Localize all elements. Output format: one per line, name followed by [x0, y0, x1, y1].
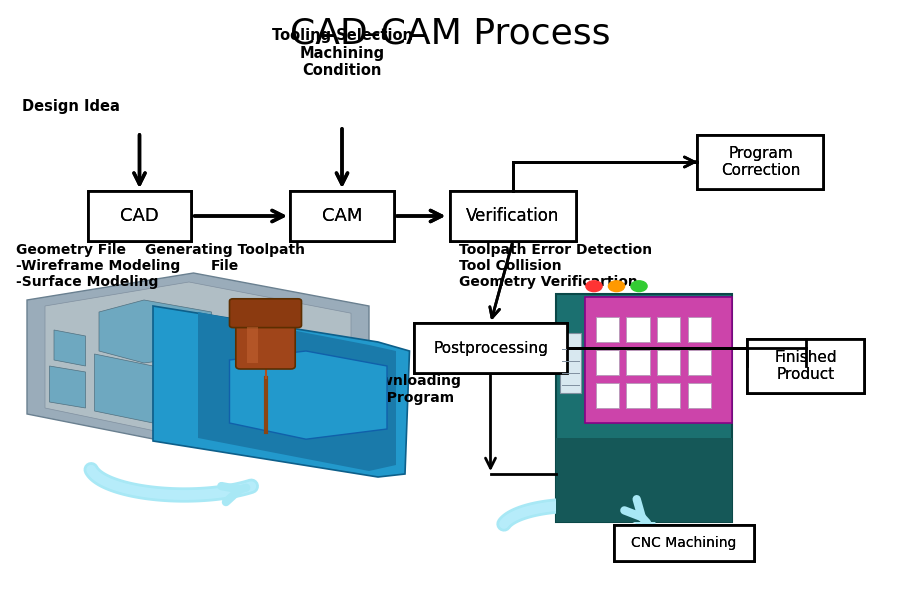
Polygon shape: [153, 306, 410, 477]
Text: Finished
Product: Finished Product: [774, 350, 837, 382]
Circle shape: [631, 281, 647, 292]
Polygon shape: [45, 282, 351, 438]
Text: Postprocessing: Postprocessing: [433, 340, 548, 355]
Text: CNC Machining: CNC Machining: [631, 536, 737, 550]
Text: CAM: CAM: [322, 207, 362, 225]
FancyBboxPatch shape: [248, 327, 258, 363]
Polygon shape: [198, 312, 396, 471]
Polygon shape: [99, 300, 212, 363]
FancyBboxPatch shape: [747, 339, 864, 393]
Text: CAM: CAM: [322, 207, 362, 225]
FancyBboxPatch shape: [657, 350, 680, 375]
Text: Verification: Verification: [466, 207, 560, 225]
Text: Finished
Product: Finished Product: [774, 350, 837, 382]
FancyBboxPatch shape: [230, 299, 302, 328]
Text: CAD-CAM Process: CAD-CAM Process: [290, 16, 610, 50]
Text: CNC Machining: CNC Machining: [631, 536, 737, 550]
FancyBboxPatch shape: [688, 350, 711, 375]
FancyBboxPatch shape: [596, 350, 619, 375]
Polygon shape: [54, 330, 86, 366]
FancyBboxPatch shape: [556, 294, 732, 522]
FancyBboxPatch shape: [596, 383, 619, 408]
Polygon shape: [94, 354, 153, 423]
Text: CAD: CAD: [120, 207, 159, 225]
Text: CAD: CAD: [120, 207, 159, 225]
Polygon shape: [230, 351, 387, 439]
FancyBboxPatch shape: [657, 383, 680, 408]
Text: Program
Correction: Program Correction: [721, 146, 800, 178]
Text: Design Idea: Design Idea: [22, 99, 121, 114]
FancyBboxPatch shape: [626, 317, 650, 342]
Text: Toolpath Error Detection
Tool Collision
Geometry Verificartion: Toolpath Error Detection Tool Collision …: [459, 243, 652, 289]
FancyBboxPatch shape: [560, 333, 581, 393]
Text: Generating Toolpath
File: Generating Toolpath File: [145, 243, 305, 273]
FancyBboxPatch shape: [450, 191, 576, 241]
Circle shape: [608, 281, 625, 292]
FancyBboxPatch shape: [688, 317, 711, 342]
Text: Downloading
NC Program: Downloading NC Program: [360, 374, 462, 404]
FancyBboxPatch shape: [657, 317, 680, 342]
FancyBboxPatch shape: [556, 438, 732, 522]
FancyBboxPatch shape: [585, 297, 732, 423]
FancyBboxPatch shape: [414, 323, 567, 373]
FancyBboxPatch shape: [688, 383, 711, 408]
FancyBboxPatch shape: [698, 135, 824, 189]
FancyBboxPatch shape: [626, 383, 650, 408]
FancyBboxPatch shape: [290, 191, 394, 241]
FancyBboxPatch shape: [698, 135, 824, 189]
FancyBboxPatch shape: [290, 191, 394, 241]
Text: Program
Correction: Program Correction: [721, 146, 800, 178]
Text: Verification: Verification: [466, 207, 560, 225]
FancyBboxPatch shape: [747, 339, 864, 393]
Text: Geometry File
-Wireframe Modeling
-Surface Modeling: Geometry File -Wireframe Modeling -Surfa…: [16, 243, 180, 289]
FancyBboxPatch shape: [596, 317, 619, 342]
FancyBboxPatch shape: [414, 323, 567, 373]
FancyBboxPatch shape: [236, 321, 295, 369]
FancyBboxPatch shape: [450, 191, 576, 241]
FancyBboxPatch shape: [88, 191, 192, 241]
Circle shape: [586, 281, 602, 292]
FancyBboxPatch shape: [88, 191, 192, 241]
FancyBboxPatch shape: [614, 525, 754, 561]
Text: Tooling Selection
Machining
Condition: Tooling Selection Machining Condition: [272, 28, 412, 78]
FancyBboxPatch shape: [614, 525, 754, 561]
Text: Postprocessing: Postprocessing: [433, 340, 548, 355]
Polygon shape: [27, 273, 369, 447]
Polygon shape: [50, 366, 86, 408]
FancyBboxPatch shape: [626, 350, 650, 375]
